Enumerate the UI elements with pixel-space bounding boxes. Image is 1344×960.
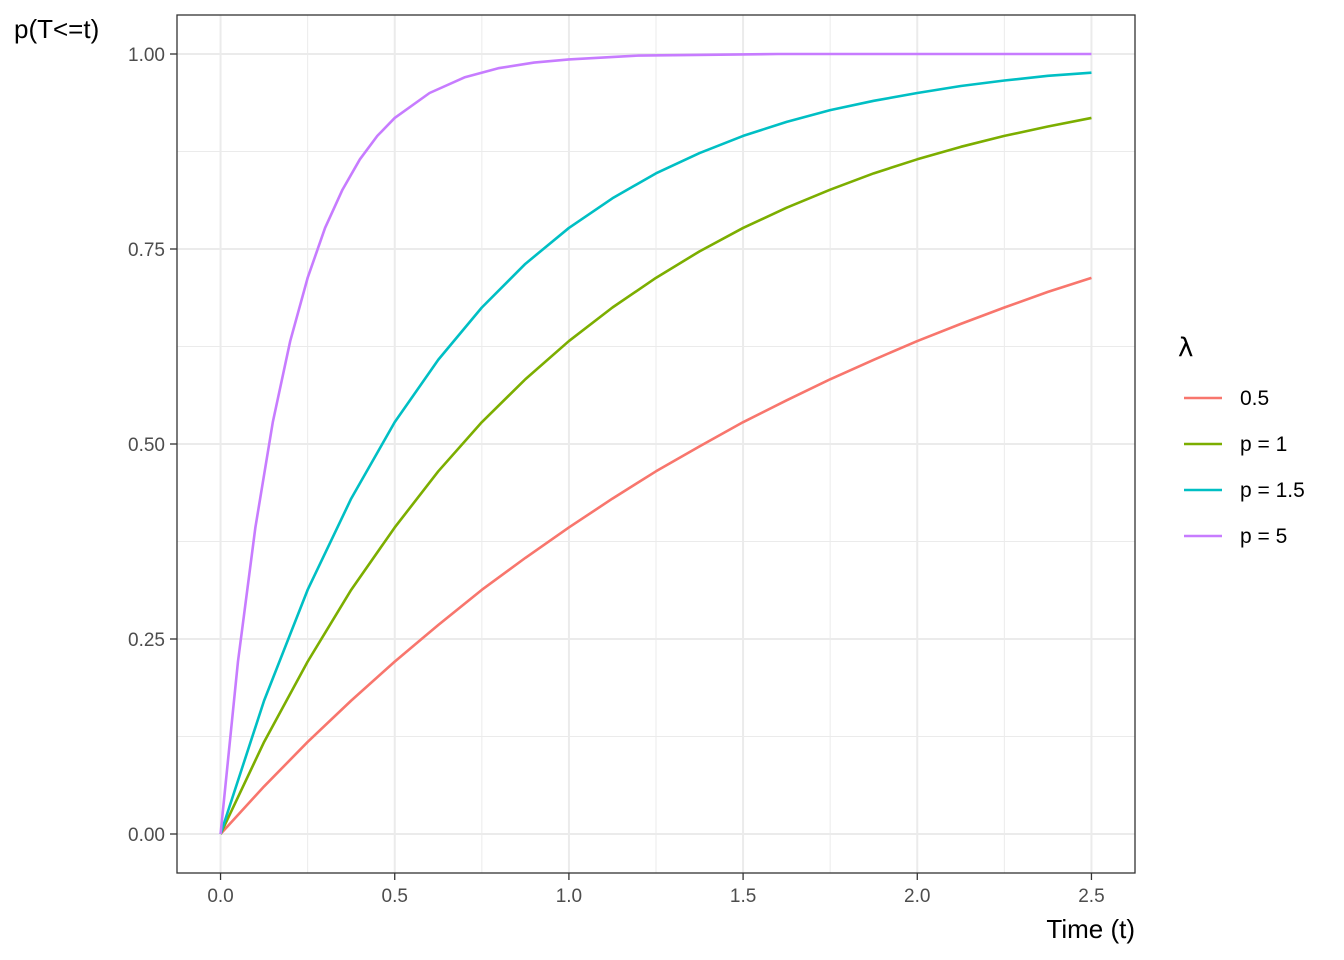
x-tick-label: 1.5 <box>730 886 756 907</box>
y-tick-label: 0.50 <box>128 435 165 456</box>
x-axis-title: Time (t) <box>1046 914 1135 944</box>
legend-items: 0.5 p = 1 p = 1.5 p = 5 <box>1184 387 1305 548</box>
legend-title: λ <box>1178 333 1193 363</box>
series-line-1 <box>219 276 1092 835</box>
major-gridlines <box>177 15 1135 873</box>
x-tick-label: 2.0 <box>904 886 930 907</box>
y-axis-ticks: 0.00 0.25 0.50 0.75 1.00 <box>128 45 177 846</box>
x-tick-label: 2.5 <box>1078 886 1104 907</box>
series-line-3 <box>219 71 1092 835</box>
series-line-2 <box>219 116 1092 835</box>
series-line-4 <box>219 52 1092 835</box>
x-tick-label: 1.0 <box>556 886 582 907</box>
x-tick-label: 0.0 <box>207 886 233 907</box>
x-axis-ticks: 0.0 0.5 1.0 1.5 2.0 2.5 <box>207 873 1105 907</box>
legend-label-2: p = 1 <box>1240 433 1287 456</box>
legend-label-4: p = 5 <box>1240 525 1287 548</box>
y-tick-label: 1.00 <box>128 45 165 66</box>
y-axis-title: p(T<=t) <box>14 14 99 44</box>
y-tick-label: 0.00 <box>128 825 165 846</box>
x-tick-label: 0.5 <box>382 886 408 907</box>
y-tick-label: 0.25 <box>128 630 165 651</box>
series-lines <box>219 52 1092 835</box>
legend-label-3: p = 1.5 <box>1240 479 1305 502</box>
y-tick-label: 0.75 <box>128 240 165 261</box>
legend-label-1: 0.5 <box>1240 387 1269 410</box>
legend: λ 0.5 p = 1 p = 1.5 p = 5 <box>1178 333 1305 548</box>
